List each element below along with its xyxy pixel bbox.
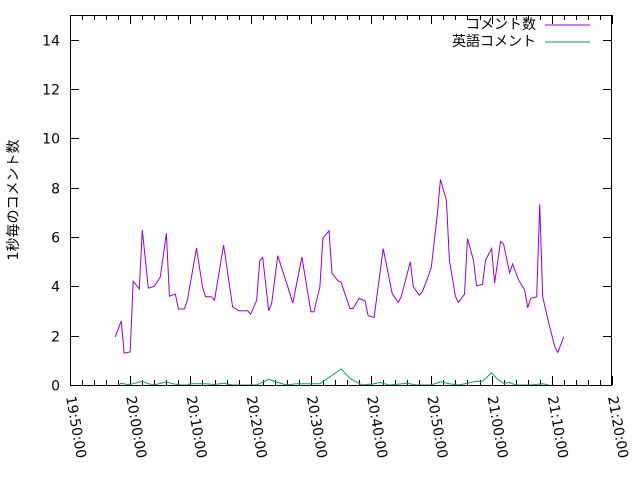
x-tick-label: 20:10:00	[183, 395, 210, 460]
y-tick-label: 2	[51, 330, 60, 346]
y-tick-label: 6	[51, 231, 60, 247]
x-tick-label: 20:00:00	[122, 395, 149, 460]
y-tick-label: 12	[42, 83, 60, 99]
legend: コメント数 英語コメント	[452, 17, 590, 50]
x-tick-label: 19:50:00	[62, 395, 89, 460]
legend-label-english: 英語コメント	[452, 33, 536, 50]
y-tick-label: 4	[51, 280, 60, 296]
x-tick-label: 20:40:00	[363, 395, 390, 460]
y-tick-label: 8	[51, 182, 60, 198]
series-line-english	[117, 368, 549, 386]
x-tick-label: 20:20:00	[243, 395, 270, 460]
x-tick-label: 21:20:00	[604, 395, 631, 460]
y-axis-label: 1秒毎のコメント数	[6, 140, 22, 261]
x-tick-label: 20:50:00	[423, 395, 450, 460]
series-line-comments	[114, 179, 565, 354]
x-tick-label: 21:10:00	[544, 395, 571, 460]
y-tick-label: 14	[42, 34, 60, 50]
y-tick-label: 0	[51, 379, 60, 395]
series-lines	[114, 179, 565, 386]
tick-labels: 0 2 4 6 8 10 12 14 19:50:00 20:00:00 20:10:00 20:20…	[42, 34, 631, 460]
axis-ticks	[70, 15, 613, 386]
x-tick-label: 20:30:00	[303, 395, 330, 460]
x-tick-label: 21:00:00	[484, 395, 511, 460]
legend-label-comments: コメント数	[466, 17, 536, 33]
plot-border	[70, 15, 612, 386]
y-tick-label: 10	[42, 132, 60, 148]
